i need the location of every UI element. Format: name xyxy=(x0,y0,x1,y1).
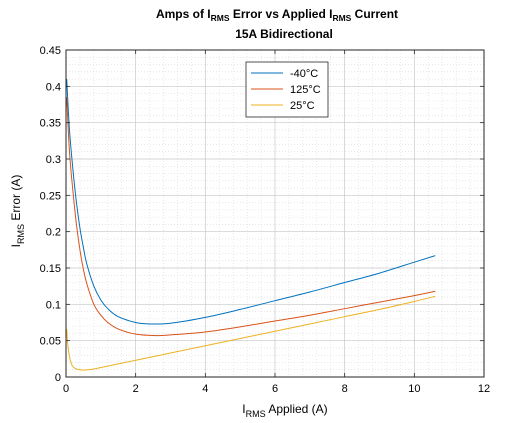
y-tick-label: 0.15 xyxy=(40,263,61,275)
y-tick-label: 0.35 xyxy=(40,118,61,130)
y-tick-label: 0.2 xyxy=(46,227,61,239)
legend-label-1: 125°C xyxy=(290,84,321,96)
y-tick-label: 0.25 xyxy=(40,190,61,202)
series-line-2 xyxy=(66,295,436,371)
x-tick-label: 12 xyxy=(478,383,490,395)
legend-label-0: -40°C xyxy=(290,68,318,80)
y-tick-label: 0 xyxy=(55,372,61,384)
chart-title-line2: 15A Bidirectional xyxy=(235,27,333,41)
x-tick-label: 0 xyxy=(63,383,69,395)
x-tick-label: 8 xyxy=(342,383,348,395)
series-line-1 xyxy=(66,97,436,337)
y-tick-label: 0.1 xyxy=(46,299,61,311)
x-tick-label: 2 xyxy=(133,383,139,395)
y-tick-labels: 0 0.05 0.1 0.15 0.2 0.25 0.3 0.35 0.4 0.45 xyxy=(40,45,61,384)
y-tick-label: 0.3 xyxy=(46,154,61,166)
tick-marks xyxy=(65,49,485,378)
series-group xyxy=(66,79,436,371)
x-axis-label: IRMS Applied (A) xyxy=(242,402,327,419)
legend: -40°C 125°C 25°C xyxy=(245,61,329,118)
y-tick-label: 0.05 xyxy=(40,336,61,348)
y-tick-label: 0.4 xyxy=(46,81,61,93)
series-line-0 xyxy=(66,79,436,325)
chart-title-line1: Amps of IRMS Error vs Applied IRMS Curre… xyxy=(156,7,398,23)
x-tick-label: 10 xyxy=(408,383,420,395)
x-tick-labels: 0 2 4 6 8 10 12 xyxy=(63,383,490,395)
x-tick-label: 4 xyxy=(202,383,208,395)
y-tick-label: 0.45 xyxy=(40,45,61,57)
y-axis-label: IRMS Error (A) xyxy=(9,175,26,248)
legend-label-2: 25°C xyxy=(290,100,315,112)
x-tick-label: 6 xyxy=(272,383,278,395)
